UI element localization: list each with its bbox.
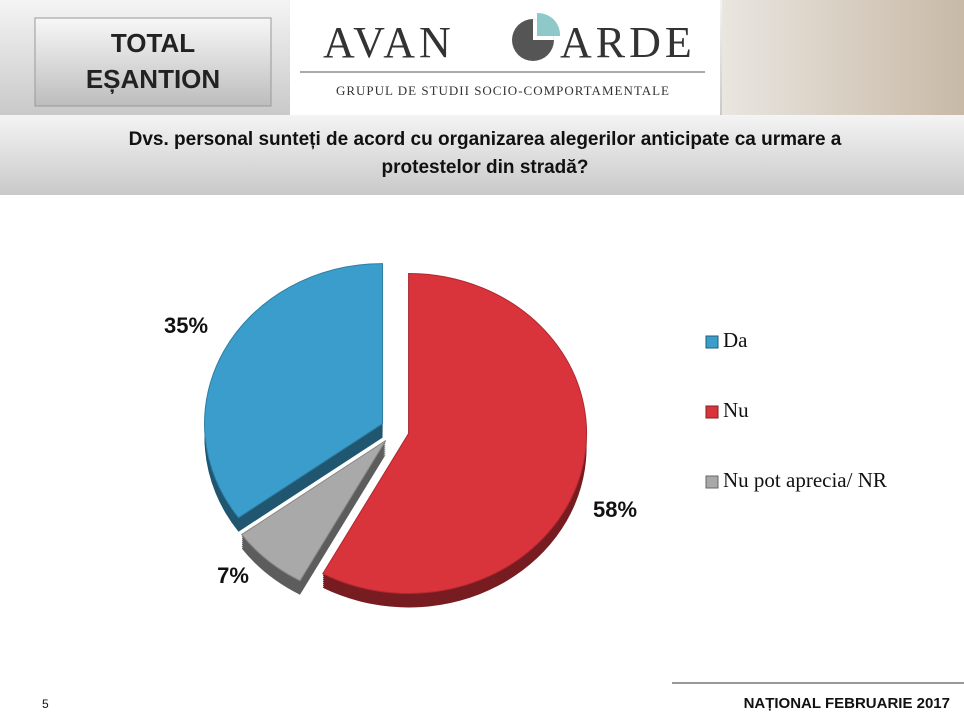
logo-subtitle: GRUPUL DE STUDII SOCIO-COMPORTAMENTALE (336, 83, 670, 98)
legend-label: Da (723, 328, 748, 352)
logo-text: ARDE (560, 18, 696, 67)
data-label: 7% (217, 563, 249, 588)
footer-edition: NAȚIONAL FEBRUARIE 2017 (744, 695, 950, 712)
legend-label: Nu pot aprecia/ NR (723, 468, 887, 492)
data-label: 58% (593, 497, 637, 522)
sample-box (34, 17, 272, 107)
header-photo (722, 0, 964, 115)
legend-swatch (705, 405, 719, 419)
logo-box (290, 0, 720, 115)
page-number: 5 (42, 697, 49, 711)
logo-icon (512, 12, 561, 61)
legend-label: Nu (723, 398, 749, 422)
sample-label: EȘANTION (86, 64, 220, 94)
pie-slice (241, 440, 387, 582)
chart-title: Dvs. personal sunteți de acord cu organi… (128, 129, 842, 178)
question-band (0, 115, 964, 195)
pie-slice (204, 263, 384, 519)
pie-slice (322, 272, 587, 594)
data-label: 35% (164, 313, 208, 338)
legend-swatch (705, 475, 719, 489)
sample-label: TOTAL (111, 28, 195, 58)
logo-text: AVAN (323, 18, 455, 67)
legend-swatch (705, 335, 719, 349)
